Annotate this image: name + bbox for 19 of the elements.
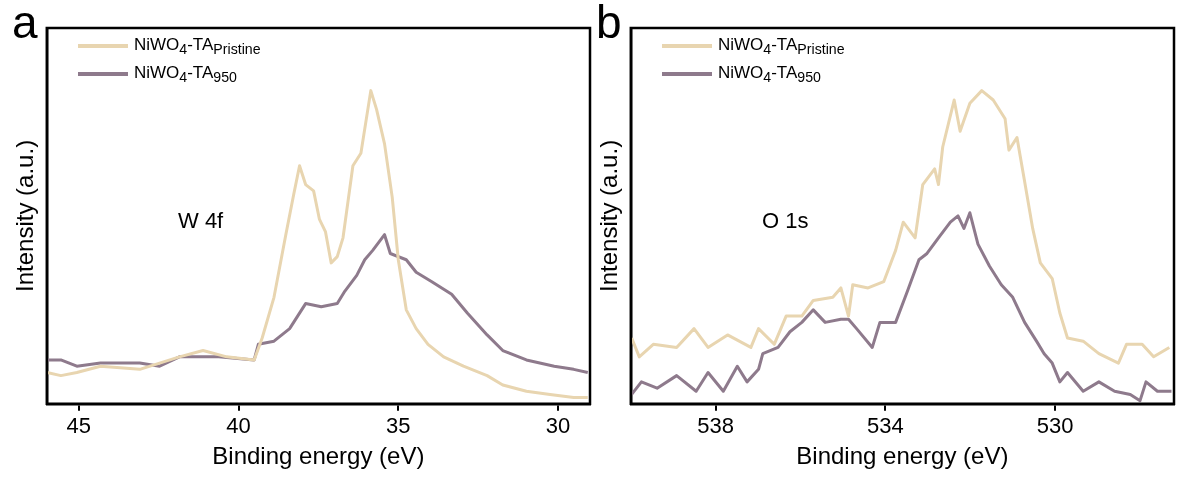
x-tick-label: 45 xyxy=(66,413,91,439)
x-tick-label: 530 xyxy=(1036,413,1074,439)
x-tick-label: 30 xyxy=(545,413,571,439)
legend-label: NiWO$_{4}$-TA$_{950}$ xyxy=(718,62,821,86)
legend-label: NiWO$_{4}$-TA$_{Pristine}$ xyxy=(134,34,261,58)
x-tick-label: 35 xyxy=(386,413,411,439)
y-axis-title: Intensity (a.u.) xyxy=(11,139,39,292)
annotation: W 4f xyxy=(178,208,224,234)
legend-label: NiWO$_{4}$-TA$_{950}$ xyxy=(134,62,237,86)
legend-label: NiWO$_{4}$-TA$_{Pristine}$ xyxy=(718,34,845,58)
x-tick-label: 40 xyxy=(226,413,251,439)
x-axis-title: Binding energy (eV) xyxy=(796,442,1009,470)
x-tick-label: 538 xyxy=(697,413,735,439)
chart-title: b xyxy=(596,0,622,50)
x-tick-label: 534 xyxy=(867,413,904,439)
annotation: O 1s xyxy=(762,208,809,234)
x-axis-title: Binding energy (eV) xyxy=(212,442,425,470)
y-axis-title: Intensity (a.u.) xyxy=(595,139,623,292)
chart-title: a xyxy=(12,0,38,50)
